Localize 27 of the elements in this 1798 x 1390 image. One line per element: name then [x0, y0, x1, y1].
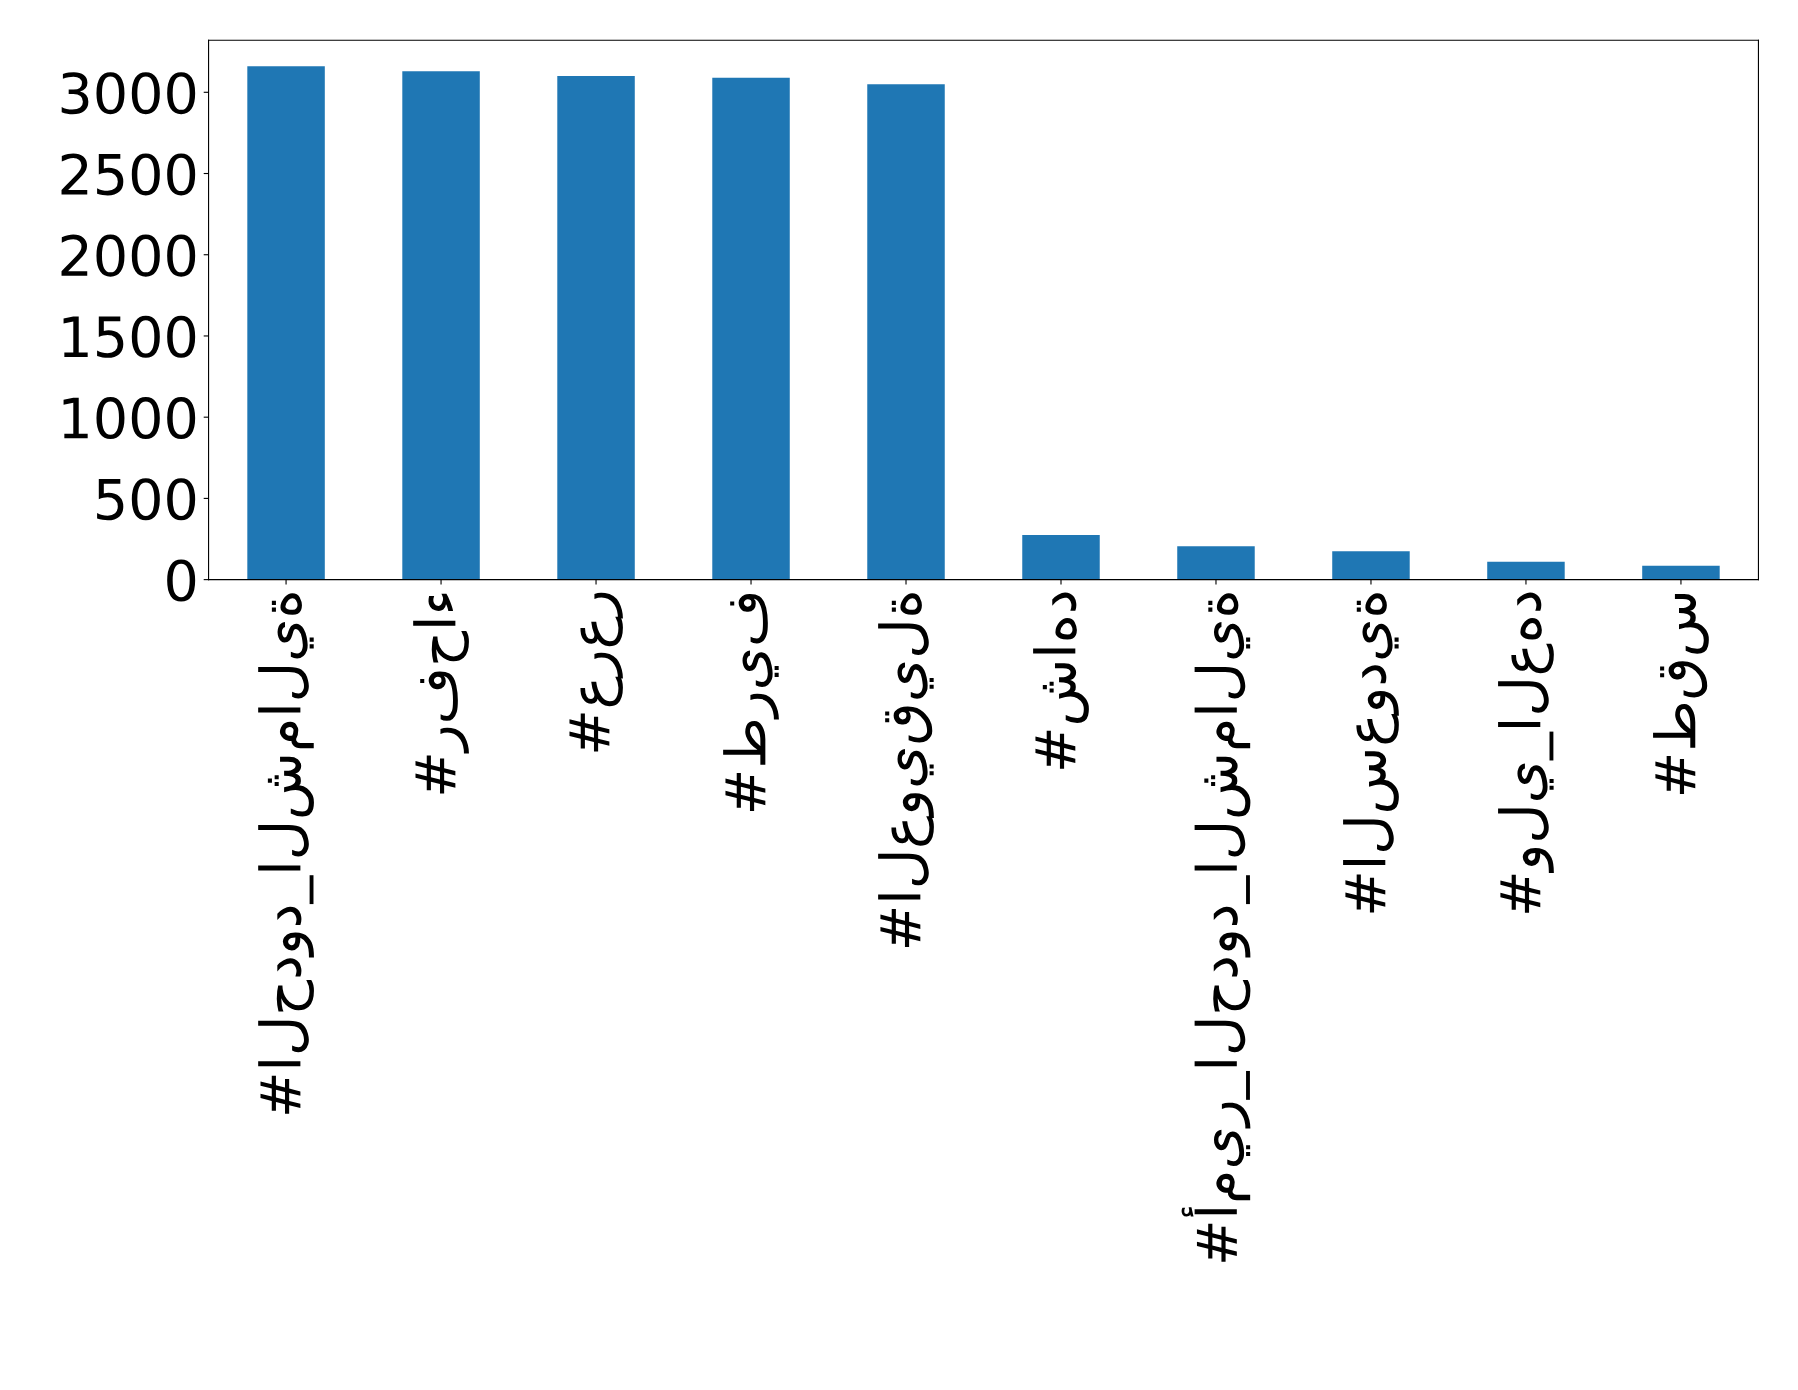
y-tick-label: 1000 [63, 397, 196, 440]
y-tick-label: 0 [167, 559, 196, 602]
bar [247, 66, 325, 580]
x-tick-label: #ولي_العهد [1498, 592, 1554, 913]
bar [712, 77, 790, 580]
x-tick-label: #شاهد [1033, 592, 1089, 769]
bar [1177, 546, 1255, 580]
y-tick-label: 2500 [61, 153, 196, 196]
bar [867, 84, 945, 580]
bar [402, 71, 480, 580]
bar [1487, 561, 1565, 580]
y-tick-label: 500 [97, 478, 196, 521]
bar [1332, 551, 1410, 580]
x-tick-label: #الحدود_الشمالية [258, 593, 314, 1114]
x-tick-label: #عرعر [569, 592, 623, 752]
x-tick-label: #السعودية [1343, 593, 1399, 913]
y-tick-label: 1500 [63, 315, 196, 358]
x-tick-label: #طقس [1653, 593, 1709, 794]
x-tick-label: #أمير_الحدود_الشمالية [1181, 593, 1251, 1262]
x-tick-label: #العويقيلة [878, 593, 934, 947]
x-tick-label: #رفحاء [413, 593, 469, 794]
bar [1022, 534, 1100, 580]
bar [557, 76, 635, 580]
y-tick-label: 2000 [61, 234, 196, 277]
y-tick-label: 3000 [61, 72, 196, 115]
bar [1642, 565, 1720, 580]
x-tick-label: #طريف [723, 594, 779, 811]
